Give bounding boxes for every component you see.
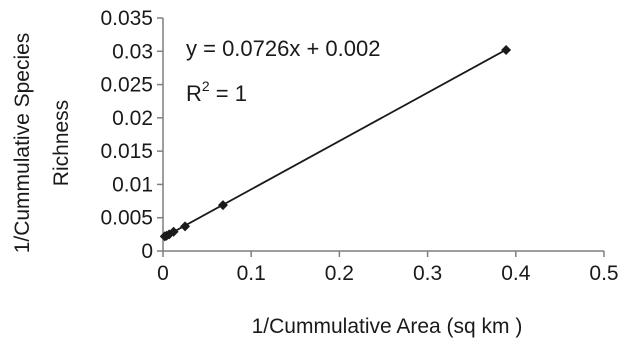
- data-point: [501, 44, 512, 55]
- y-tick-label: 0.005: [100, 207, 153, 230]
- y-tick-label: 0.035: [100, 7, 153, 30]
- x-axis-title: 1/Cummulative Area (sq km ): [252, 315, 523, 338]
- y-axis-title-line-1: 1/Cummulative Species: [11, 33, 34, 254]
- x-tick-label: 0: [157, 262, 169, 285]
- data-point: [217, 200, 228, 211]
- x-tick-label: 0.1: [237, 262, 266, 285]
- r-squared-prefix: R: [186, 81, 202, 106]
- x-tick-label: 0.4: [501, 262, 531, 285]
- r-squared-suffix: = 1: [210, 81, 247, 106]
- y-tick-label: 0.025: [100, 74, 153, 97]
- r-squared-label: R2 = 1: [186, 78, 247, 106]
- y-axis-title-line-2: Richness: [50, 100, 73, 186]
- y-tick-label: 0.01: [112, 173, 153, 196]
- data-point: [180, 221, 191, 232]
- data-point: [168, 226, 179, 237]
- x-tick-label: 0.3: [413, 262, 442, 285]
- x-tick-label: 0.2: [325, 262, 354, 285]
- tick-labels: 0 0.005 0.01 0.015 0.02 0.025 0.03 0.035 0 0.1 0.2…: [100, 7, 618, 285]
- trendline-equation: y = 0.0726x + 0.002: [186, 36, 381, 61]
- trendline: [164, 48, 507, 238]
- axes: [157, 17, 605, 257]
- y-tick-label: 0.02: [112, 107, 153, 130]
- y-tick-label: 0.015: [100, 140, 153, 163]
- y-tick-label: 0.03: [112, 40, 153, 63]
- y-tick-label: 0: [141, 240, 153, 263]
- y-axis-title: 1/Cummulative Species Richness: [11, 33, 73, 254]
- x-tick-label: 0.5: [589, 262, 618, 285]
- data-marks: [159, 44, 512, 242]
- r-squared-superscript: 2: [202, 78, 210, 94]
